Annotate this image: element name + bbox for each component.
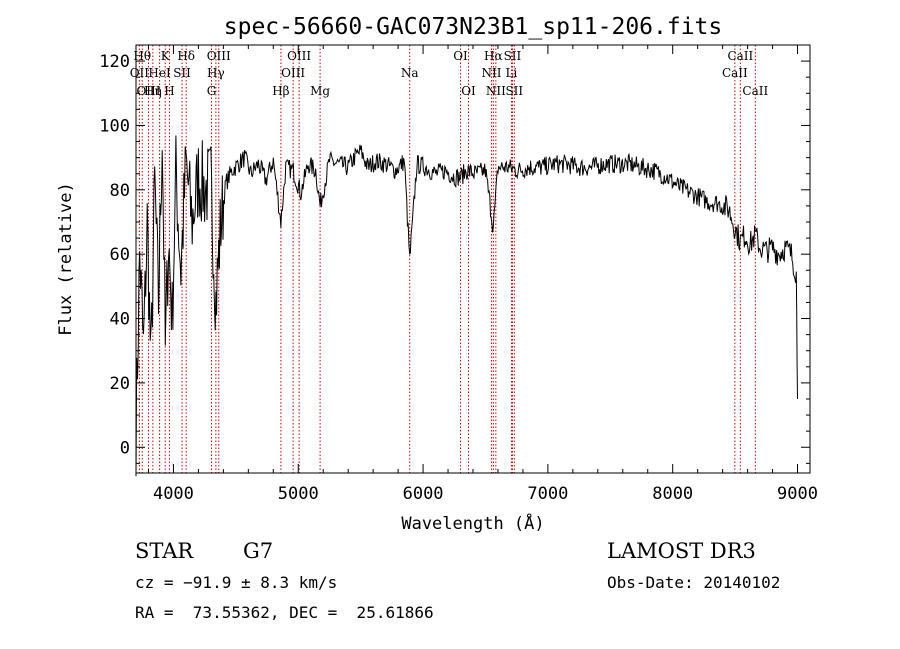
emission-line-label: Li [506, 66, 518, 80]
x-axis-label: Wavelength (Å) [401, 512, 544, 534]
emission-line-label: K [161, 49, 171, 63]
emission-line-label: OII [130, 66, 150, 80]
y-tick-label: 100 [99, 116, 130, 136]
chart-title: spec-56660-GAC073N23B1_sp11-206.fits [224, 14, 723, 40]
y-axis-ticks: 0 20 40 60 80 100 120 [99, 44, 810, 464]
x-tick-label: 7000 [527, 484, 568, 504]
emission-line-label: H [164, 84, 174, 98]
x-tick-label: 6000 [403, 484, 444, 504]
emission-line-label: G [207, 84, 217, 98]
coords-readout: RA = 73.55362, DEC = 25.61866 [135, 603, 434, 622]
emission-line-label: NII [486, 84, 506, 98]
x-tick-label: 8000 [652, 484, 693, 504]
x-tick-label: 4000 [153, 484, 194, 504]
cz-readout: cz = −91.9 ± 8.3 km/s [135, 573, 338, 592]
emission-line-label: CaII [727, 49, 753, 63]
plot-frame [135, 44, 811, 474]
survey-label: LAMOST DR3 [607, 539, 756, 563]
emission-line-label: CaII [722, 66, 748, 80]
emission-line-label: CaII [742, 84, 768, 98]
emission-line-label: Hβ [272, 84, 289, 98]
emission-line-label: Mg [310, 84, 330, 98]
emission-line-label: OI [461, 84, 476, 98]
emission-line-label: Hα [484, 49, 503, 63]
y-tick-label: 0 [120, 438, 130, 458]
x-tick-label: 5000 [278, 484, 319, 504]
emission-line-label: Hγ [207, 66, 225, 80]
emission-line-label: OIII [136, 84, 160, 98]
emission-line-label: SII [505, 84, 523, 98]
y-tick-label: 120 [99, 52, 130, 72]
emission-line-label: SII [504, 49, 522, 63]
class-label: STAR [135, 539, 194, 563]
obs-date: Obs-Date: 20140102 [607, 573, 781, 592]
emission-line-label: SII [173, 66, 191, 80]
flux-series-line [135, 135, 798, 477]
emission-line-label: NII [481, 66, 501, 80]
emission-line-label: OIII [207, 49, 231, 63]
emission-line-label: OI [453, 49, 468, 63]
subclass-label: G7 [243, 539, 274, 563]
y-tick-label: 80 [110, 181, 130, 201]
x-tick-label: 9000 [777, 484, 818, 504]
emission-line-label: Na [401, 66, 419, 80]
emission-line-label: Hδ [177, 49, 195, 63]
emission-line-label: Hθ [133, 49, 151, 63]
emission-line-label: Hη [144, 84, 162, 98]
emission-line-label: HeI [148, 66, 171, 80]
y-axis-label: Flux (relative) [56, 182, 76, 336]
x-axis-ticks: 4000 5000 6000 7000 8000 9000 [147, 45, 818, 504]
emission-line-markers [138, 45, 756, 473]
emission-line-labels: OIIHθOIIIHηHeIKHSIIHδGHγOIIIHβOIIIOIIIMg… [130, 49, 769, 98]
y-tick-label: 60 [110, 245, 130, 265]
y-tick-label: 20 [110, 374, 130, 394]
y-tick-label: 40 [110, 310, 130, 330]
emission-line-label: OIII [287, 49, 311, 63]
emission-line-label: OIII [281, 66, 305, 80]
